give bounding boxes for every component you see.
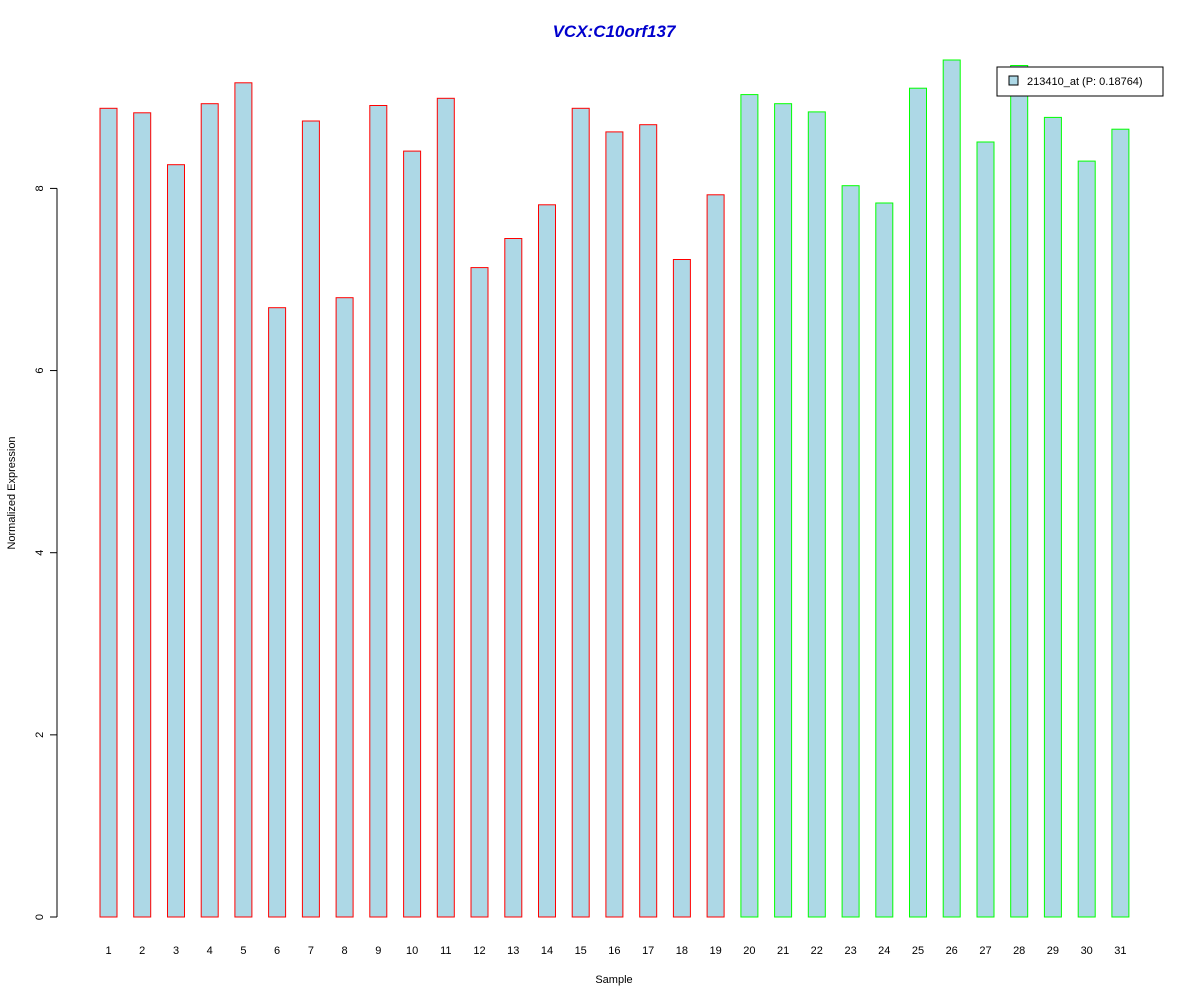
bar-sample-23	[841, 185, 860, 918]
x-tick-label: 1	[105, 945, 111, 957]
bar-sample-25	[909, 87, 927, 918]
bar-sample-6	[268, 307, 287, 918]
legend: 213410_at (P: 0.18764)	[996, 66, 1164, 97]
bar-sample-5	[234, 82, 253, 918]
x-tick-label: 13	[507, 945, 519, 957]
legend-label: 213410_at (P: 0.18764)	[1027, 76, 1143, 88]
x-tick-label: 25	[912, 945, 924, 957]
bar-sample-2	[133, 112, 152, 918]
x-tick-label: 19	[709, 945, 721, 957]
x-tick-label: 4	[207, 945, 213, 957]
bar-sample-7	[301, 120, 320, 918]
bar-sample-1	[99, 107, 118, 918]
x-tick-label: 12	[473, 945, 485, 957]
x-tick-label: 3	[173, 945, 179, 957]
x-tick-label: 17	[642, 945, 654, 957]
bar-sample-17	[639, 124, 658, 918]
x-tick-label: 31	[1114, 945, 1126, 957]
y-tick-label: 2	[34, 732, 46, 738]
x-tick-labels: 1 2 3 4 5 6 7 8 9 10 11 12 13 14 15 16 17 18 19 20 21 22 23 24 2…	[105, 945, 1126, 957]
x-tick-label: 8	[342, 945, 348, 957]
x-tick-label: 24	[878, 945, 890, 957]
bar-sample-15	[571, 107, 590, 918]
y-axis-label: Normalized Expression	[6, 436, 18, 549]
x-tick-label: 27	[979, 945, 991, 957]
chart-title: VCX:C10orf137	[553, 22, 677, 41]
bar-sample-29	[1043, 116, 1062, 918]
x-axis-label: Sample	[595, 974, 632, 986]
x-tick-label: 14	[541, 945, 553, 957]
legend-box	[996, 66, 1164, 97]
bar-sample-16	[605, 131, 624, 918]
bar-sample-20	[740, 94, 759, 918]
bar-sample-18	[672, 259, 691, 918]
bar-sample-27	[976, 141, 995, 918]
bar-sample-19	[706, 194, 725, 918]
bar-sample-12	[470, 267, 489, 918]
x-tick-label: 23	[844, 945, 856, 957]
x-tick-label: 6	[274, 945, 280, 957]
x-tick-label: 16	[608, 945, 620, 957]
bars	[99, 59, 1130, 918]
y-axis: 0 2 4 6 8	[34, 185, 58, 920]
x-tick-label: 9	[375, 945, 381, 957]
x-tick-label: 5	[240, 945, 246, 957]
x-tick-label: 11	[440, 945, 451, 957]
bar-sample-28	[1010, 65, 1029, 918]
y-tick-label: 6	[34, 367, 46, 373]
bar-sample-4	[200, 103, 219, 918]
bar-sample-31	[1111, 128, 1130, 918]
x-tick-label: 2	[139, 945, 145, 957]
y-tick-label: 8	[34, 185, 46, 191]
bar-sample-13	[504, 238, 523, 918]
bar-sample-24	[875, 202, 894, 918]
bar-sample-11	[436, 97, 455, 918]
x-tick-label: 21	[777, 945, 789, 957]
legend-swatch	[1008, 75, 1019, 86]
x-tick-label: 26	[946, 945, 958, 957]
x-tick-label: 15	[575, 945, 587, 957]
x-tick-label: 30	[1081, 945, 1093, 957]
bar-sample-10	[403, 150, 422, 918]
bar-sample-22	[807, 111, 826, 918]
y-tick-label: 4	[34, 550, 46, 556]
bar-sample-9	[369, 105, 388, 918]
bar-sample-26	[942, 59, 961, 918]
bar-sample-8	[335, 297, 354, 918]
x-tick-label: 7	[308, 945, 314, 957]
y-tick-label: 0	[34, 914, 46, 920]
x-tick-label: 20	[743, 945, 755, 957]
x-tick-label: 22	[811, 945, 823, 957]
bar-sample-21	[774, 103, 793, 918]
bar-sample-3	[167, 164, 185, 918]
bar-sample-14	[538, 204, 556, 918]
x-tick-label: 29	[1047, 945, 1059, 957]
x-tick-label: 18	[676, 945, 688, 957]
x-tick-label: 28	[1013, 945, 1025, 957]
x-tick-label: 10	[406, 945, 418, 957]
bar-sample-30	[1077, 160, 1096, 918]
